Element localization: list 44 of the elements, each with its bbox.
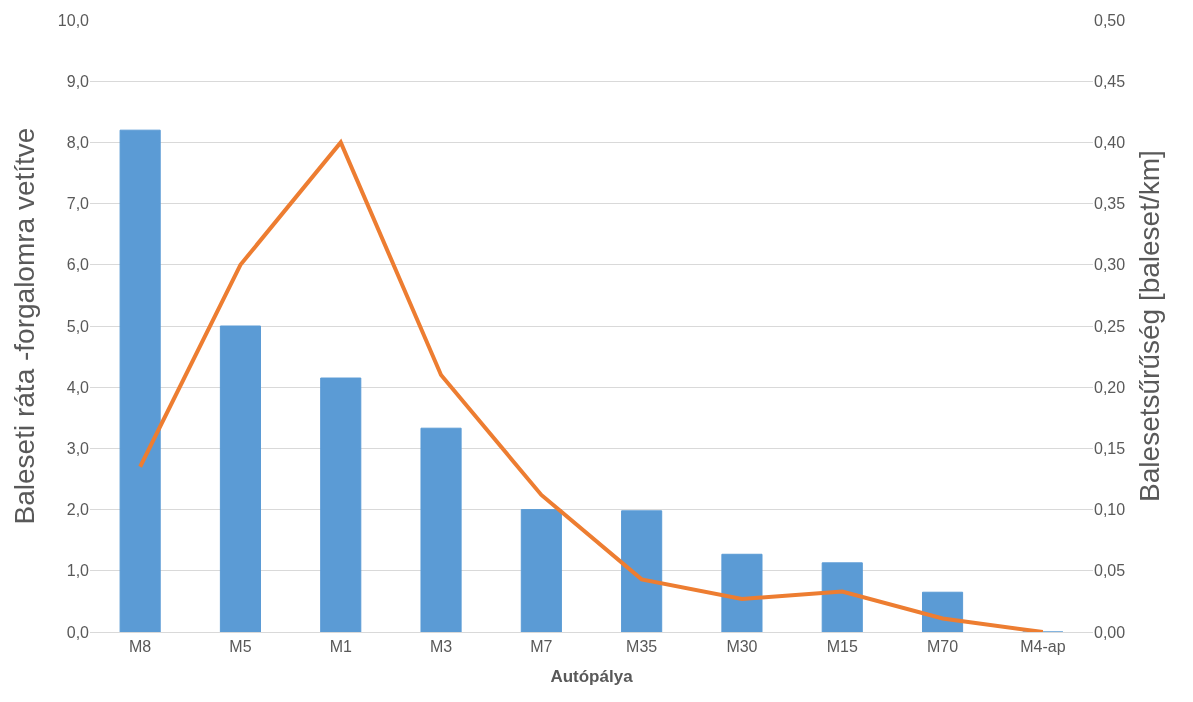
x-tick-label: M30 bbox=[726, 638, 758, 656]
y-tick-label: 8,0 bbox=[66, 134, 90, 151]
x-tick-label: M4-ap bbox=[1020, 638, 1066, 656]
x-tick-label: M3 bbox=[429, 638, 453, 656]
line-series bbox=[138, 140, 1045, 632]
y2-tick-label: 0,35 bbox=[1094, 195, 1126, 213]
y-tick-label: 9,0 bbox=[66, 72, 90, 90]
x-tick-label: M15 bbox=[826, 638, 858, 656]
y2-tick-label: 0,20 bbox=[1094, 378, 1126, 396]
bar bbox=[520, 509, 562, 632]
y-tick-label: 5,0 bbox=[66, 317, 90, 335]
x-tick-label: M5 bbox=[229, 638, 252, 656]
y-tick-label: 2,0 bbox=[66, 501, 90, 519]
y-tick-label: 3,0 bbox=[66, 440, 90, 457]
y2-tick-label: 0,45 bbox=[1094, 72, 1126, 90]
y2-tick-label: 0,15 bbox=[1094, 440, 1126, 457]
y-tick-label: 7,0 bbox=[66, 195, 90, 213]
x-axis-title: Autópálya bbox=[550, 666, 634, 686]
y-axis-title: Baleseti ráta -forgalomra vetítve bbox=[8, 127, 40, 525]
y2-tick-label: 0,40 bbox=[1094, 134, 1126, 151]
bar bbox=[119, 129, 161, 632]
y2-tick-label: 0,30 bbox=[1094, 256, 1126, 274]
x-tick-label: M1 bbox=[329, 638, 352, 656]
y2-axis-title: Balesetsűrűség [baleset/km] bbox=[1134, 150, 1166, 502]
bar bbox=[621, 510, 663, 632]
bar bbox=[420, 427, 462, 632]
x-tick-label: M7 bbox=[530, 638, 553, 656]
y-tick-label: 1,0 bbox=[66, 562, 90, 580]
y2-tick-label: 0,10 bbox=[1094, 501, 1126, 519]
y-tick-label: 0,0 bbox=[66, 623, 90, 641]
y2-tick-label: 0,00 bbox=[1094, 623, 1126, 641]
bar bbox=[320, 377, 362, 632]
y2-tick-label: 0,50 bbox=[1094, 11, 1126, 29]
x-tick-label: M35 bbox=[626, 638, 658, 656]
x-tick-label: M70 bbox=[926, 638, 959, 656]
y-tick-label: 10,0 bbox=[57, 11, 90, 29]
y-tick-label: 4,0 bbox=[66, 378, 90, 396]
x-tick-label: M8 bbox=[129, 638, 152, 656]
bar bbox=[219, 325, 262, 632]
bar bbox=[821, 562, 863, 632]
y2-tick-label: 0,25 bbox=[1094, 317, 1126, 335]
y-tick-label: 6,0 bbox=[66, 256, 90, 274]
bar bbox=[721, 553, 763, 632]
y2-tick-label: 0,05 bbox=[1094, 562, 1126, 580]
